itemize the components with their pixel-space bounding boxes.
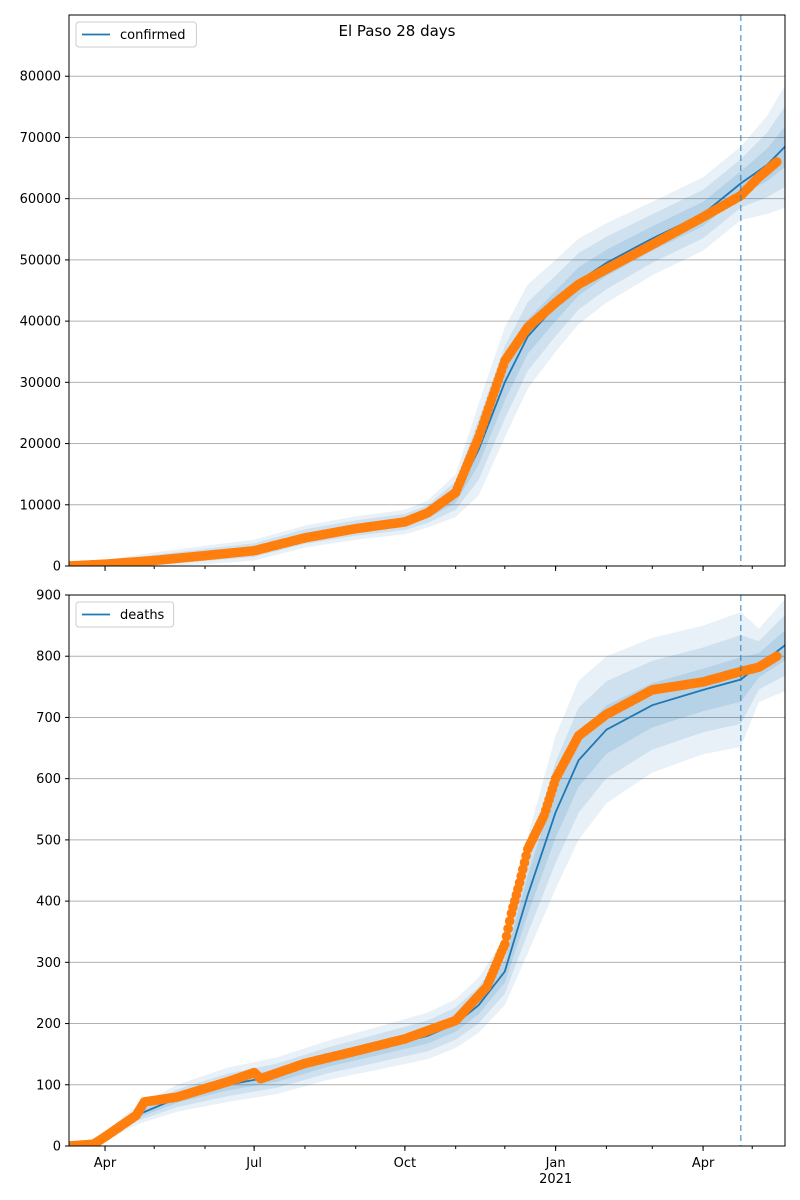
plot-area-top (69, 85, 785, 566)
legend-label: deaths (120, 608, 165, 623)
y-tick-label-70000: 70000 (20, 131, 61, 146)
y-tick-label-0: 0 (53, 560, 61, 575)
y-tick-label-100: 100 (36, 1078, 61, 1093)
x-tick-label: Jan (545, 1156, 566, 1171)
legend-box (75, 601, 175, 628)
axes-frame-top (68, 14, 786, 567)
uncertainty-band-2 (69, 106, 785, 566)
uncertainty-band-2 (69, 614, 785, 1146)
y-tick-label-600: 600 (36, 772, 61, 787)
panel-bottom: 0 100 200 300 400 500 600 700 800 900 Apr Jul Oct Jan… (36, 589, 786, 1187)
legend-top: confirmed (75, 21, 197, 48)
y-tick-label-50000: 50000 (20, 253, 61, 268)
observed-point (504, 916, 515, 926)
y-tick-label-400: 400 (36, 895, 61, 910)
observed-point (772, 651, 782, 662)
y-tick-label-300: 300 (36, 956, 61, 971)
uncertainty-band-1 (69, 85, 785, 566)
plot-area-bottom (69, 599, 785, 1146)
panel-top: 0 10000 20000 30000 40000 50000 60000 70000 8000… (20, 14, 786, 575)
observed-point (501, 931, 512, 942)
y-tick-label-500: 500 (36, 833, 61, 848)
y-tick-label-30000: 30000 (20, 376, 61, 391)
y-tick-label-900: 900 (36, 589, 61, 604)
y-tick-label-60000: 60000 (20, 192, 61, 207)
uncertainty-band-1 (69, 599, 785, 1146)
x-tick-label: Apr (94, 1156, 117, 1171)
x-tick-label: Apr (692, 1156, 715, 1171)
x-year-label: 2021 (539, 1172, 572, 1187)
legend-bottom: deaths (75, 601, 175, 628)
axes-frame-bottom (68, 594, 786, 1147)
y-tick-label-200: 200 (36, 1017, 61, 1032)
legend-box (75, 21, 197, 48)
observed-point (500, 939, 510, 949)
y-tick-label-20000: 20000 (20, 437, 61, 452)
y-tick-label-40000: 40000 (20, 315, 61, 330)
y-tick-label-800: 800 (36, 650, 61, 665)
observed-point (503, 923, 513, 934)
x-tick-label: Jul (245, 1156, 262, 1171)
y-tick-label-0: 0 (53, 1140, 61, 1155)
x-tick-label: Oct (394, 1156, 416, 1171)
legend-label: confirmed (120, 28, 186, 43)
y-tick-label-700: 700 (36, 711, 61, 726)
chart-title: El Paso 28 days (339, 22, 456, 40)
y-tick-label-80000: 80000 (20, 70, 61, 85)
observed-point (772, 157, 782, 167)
uncertainty-band-3 (69, 630, 785, 1146)
y-tick-label-10000: 10000 (20, 498, 61, 513)
